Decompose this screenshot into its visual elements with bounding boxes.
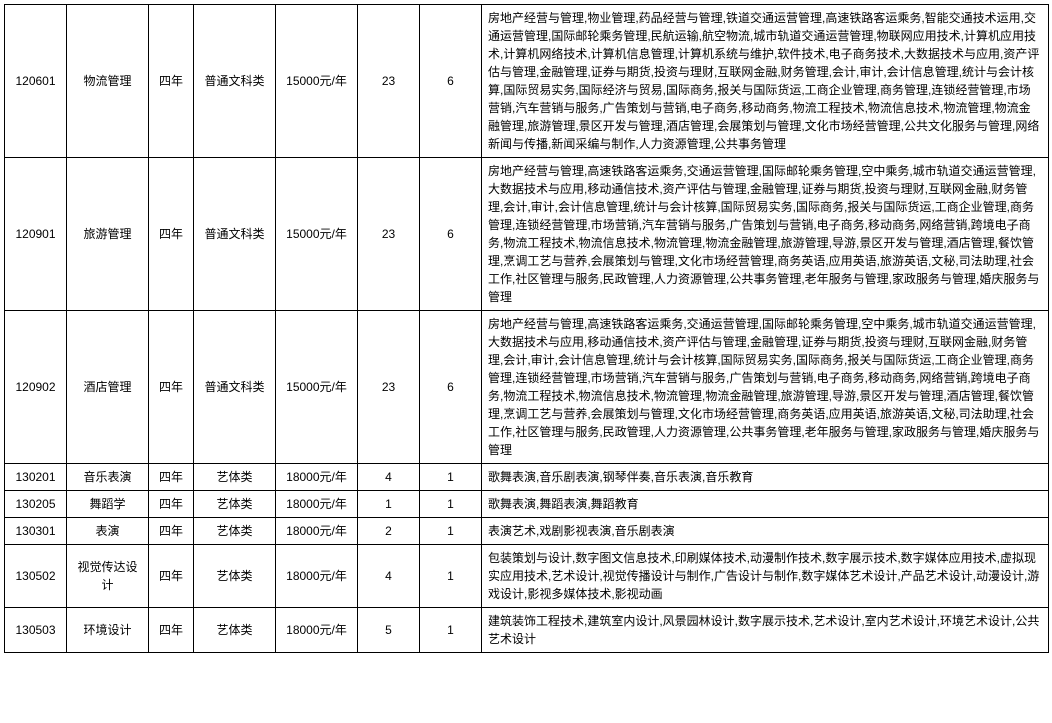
num2-cell: 6	[420, 311, 482, 464]
category-cell: 艺体类	[194, 608, 276, 653]
category-cell: 艺体类	[194, 491, 276, 518]
category-cell: 普通文科类	[194, 5, 276, 158]
code-cell: 130205	[5, 491, 67, 518]
duration-cell: 四年	[149, 545, 194, 608]
category-cell: 艺体类	[194, 518, 276, 545]
code-cell: 130502	[5, 545, 67, 608]
table-row: 130503环境设计四年艺体类18000元/年51建筑装饰工程技术,建筑室内设计…	[5, 608, 1049, 653]
tuition-cell: 18000元/年	[276, 545, 358, 608]
name-cell: 旅游管理	[67, 158, 149, 311]
name-cell: 音乐表演	[67, 464, 149, 491]
num1-cell: 4	[358, 464, 420, 491]
table-row: 130301表演四年艺体类18000元/年21表演艺术,戏剧影视表演,音乐剧表演	[5, 518, 1049, 545]
duration-cell: 四年	[149, 5, 194, 158]
num2-cell: 6	[420, 5, 482, 158]
num2-cell: 6	[420, 158, 482, 311]
table-row: 120901旅游管理四年普通文科类15000元/年236房地产经营与管理,高速铁…	[5, 158, 1049, 311]
table-row: 130502视觉传达设计四年艺体类18000元/年41包装策划与设计,数字图文信…	[5, 545, 1049, 608]
desc-cell: 歌舞表演,舞蹈表演,舞蹈教育	[482, 491, 1049, 518]
name-cell: 舞蹈学	[67, 491, 149, 518]
num1-cell: 1	[358, 491, 420, 518]
num2-cell: 1	[420, 545, 482, 608]
majors-table: 120601物流管理四年普通文科类15000元/年236房地产经营与管理,物业管…	[4, 4, 1049, 653]
tuition-cell: 15000元/年	[276, 311, 358, 464]
num1-cell: 23	[358, 158, 420, 311]
duration-cell: 四年	[149, 464, 194, 491]
tuition-cell: 18000元/年	[276, 518, 358, 545]
num2-cell: 1	[420, 491, 482, 518]
table-row: 120601物流管理四年普通文科类15000元/年236房地产经营与管理,物业管…	[5, 5, 1049, 158]
duration-cell: 四年	[149, 518, 194, 545]
code-cell: 130503	[5, 608, 67, 653]
tuition-cell: 18000元/年	[276, 608, 358, 653]
table-row: 130201音乐表演四年艺体类18000元/年41歌舞表演,音乐剧表演,钢琴伴奏…	[5, 464, 1049, 491]
num2-cell: 1	[420, 464, 482, 491]
tuition-cell: 15000元/年	[276, 5, 358, 158]
table-row: 120902酒店管理四年普通文科类15000元/年236房地产经营与管理,高速铁…	[5, 311, 1049, 464]
tuition-cell: 18000元/年	[276, 464, 358, 491]
code-cell: 130201	[5, 464, 67, 491]
code-cell: 120901	[5, 158, 67, 311]
tuition-cell: 18000元/年	[276, 491, 358, 518]
tuition-cell: 15000元/年	[276, 158, 358, 311]
name-cell: 环境设计	[67, 608, 149, 653]
desc-cell: 表演艺术,戏剧影视表演,音乐剧表演	[482, 518, 1049, 545]
duration-cell: 四年	[149, 491, 194, 518]
desc-cell: 房地产经营与管理,高速铁路客运乘务,交通运营管理,国际邮轮乘务管理,空中乘务,城…	[482, 311, 1049, 464]
name-cell: 视觉传达设计	[67, 545, 149, 608]
category-cell: 艺体类	[194, 545, 276, 608]
num1-cell: 4	[358, 545, 420, 608]
table-row: 130205舞蹈学四年艺体类18000元/年11歌舞表演,舞蹈表演,舞蹈教育	[5, 491, 1049, 518]
num2-cell: 1	[420, 518, 482, 545]
desc-cell: 包装策划与设计,数字图文信息技术,印刷媒体技术,动漫制作技术,数字展示技术,数字…	[482, 545, 1049, 608]
code-cell: 120902	[5, 311, 67, 464]
code-cell: 130301	[5, 518, 67, 545]
duration-cell: 四年	[149, 608, 194, 653]
name-cell: 酒店管理	[67, 311, 149, 464]
desc-cell: 房地产经营与管理,物业管理,药品经营与管理,铁道交通运营管理,高速铁路客运乘务,…	[482, 5, 1049, 158]
name-cell: 表演	[67, 518, 149, 545]
duration-cell: 四年	[149, 311, 194, 464]
duration-cell: 四年	[149, 158, 194, 311]
num1-cell: 23	[358, 5, 420, 158]
desc-cell: 房地产经营与管理,高速铁路客运乘务,交通运营管理,国际邮轮乘务管理,空中乘务,城…	[482, 158, 1049, 311]
category-cell: 普通文科类	[194, 158, 276, 311]
num1-cell: 2	[358, 518, 420, 545]
category-cell: 艺体类	[194, 464, 276, 491]
desc-cell: 建筑装饰工程技术,建筑室内设计,风景园林设计,数字展示技术,艺术设计,室内艺术设…	[482, 608, 1049, 653]
num1-cell: 5	[358, 608, 420, 653]
num1-cell: 23	[358, 311, 420, 464]
code-cell: 120601	[5, 5, 67, 158]
category-cell: 普通文科类	[194, 311, 276, 464]
desc-cell: 歌舞表演,音乐剧表演,钢琴伴奏,音乐表演,音乐教育	[482, 464, 1049, 491]
num2-cell: 1	[420, 608, 482, 653]
name-cell: 物流管理	[67, 5, 149, 158]
